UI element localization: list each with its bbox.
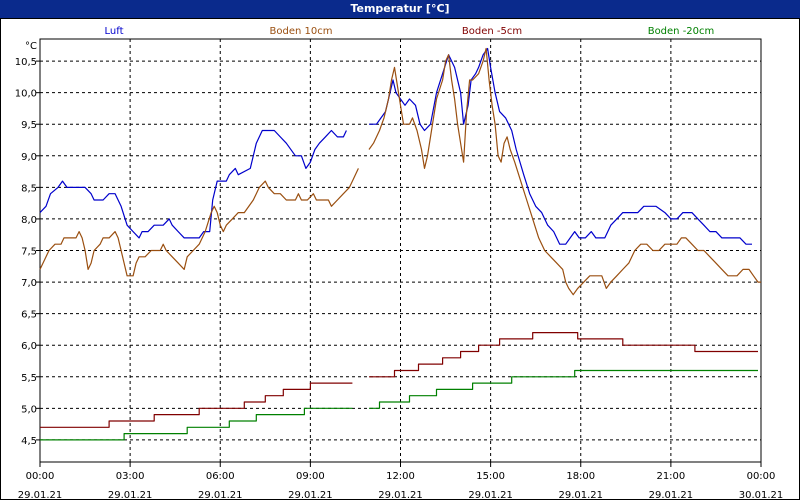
legend-entry: Boden -5cm xyxy=(462,26,522,37)
x-tick-date-label: 29.01.21 xyxy=(18,490,63,499)
series-line xyxy=(369,369,758,409)
series-line xyxy=(40,407,353,441)
y-tick-label: 8,5 xyxy=(21,183,37,194)
y-tick-label: 10,0 xyxy=(15,89,37,100)
chart-title-bar: Temperatur [°C] xyxy=(0,0,800,18)
x-tick-date-label: 29.01.21 xyxy=(108,490,153,499)
x-tick-date-label: 29.01.21 xyxy=(649,490,694,499)
x-tick-date-label: 29.01.21 xyxy=(288,490,333,499)
y-tick-label: 5,5 xyxy=(21,373,37,384)
x-tick-date-label: 29.01.21 xyxy=(558,490,603,499)
x-tick-time-label: 06:00 xyxy=(206,471,235,482)
chart-title: Temperatur [°C] xyxy=(350,2,450,15)
series-line xyxy=(39,129,347,239)
y-tick-label: 7,0 xyxy=(21,278,37,289)
series-line xyxy=(40,382,353,428)
y-tick-label: 6,5 xyxy=(21,310,37,321)
x-tick-time-label: 09:00 xyxy=(296,471,325,482)
series-line xyxy=(369,47,752,245)
series-line xyxy=(39,168,359,277)
x-tick-date-label: 29.01.21 xyxy=(378,490,423,499)
x-tick-date-label: 29.01.21 xyxy=(468,490,513,499)
x-tick-date-label: 30.01.21 xyxy=(739,490,784,499)
x-tick-time-label: 03:00 xyxy=(116,471,145,482)
y-tick-label: 5,0 xyxy=(21,404,37,415)
series-line xyxy=(369,332,758,378)
x-tick-time-label: 00:00 xyxy=(26,471,55,482)
x-tick-time-label: 12:00 xyxy=(386,471,415,482)
temperature-line-chart: 4,5 5,0 5,5 6,0 6,5 7,0 7,5 8,0 8,5 9,0 9,5 10,0 10,… xyxy=(15,26,784,499)
y-tick-label: 7,5 xyxy=(21,247,37,258)
chart-frame: 4,5 5,0 5,5 6,0 6,5 7,0 7,5 8,0 8,5 9,0 9,5 10,0 10,… xyxy=(0,18,800,500)
y-tick-label: 8,0 xyxy=(21,215,37,226)
x-tick-time-label: 15:00 xyxy=(476,471,505,482)
x-tick-time-label: 18:00 xyxy=(566,471,595,482)
legend-entry: Luft xyxy=(105,26,124,37)
x-tick-time-label: 21:00 xyxy=(656,471,685,482)
y-tick-label: 9,5 xyxy=(21,120,37,131)
x-tick-time-label: 00:00 xyxy=(747,471,776,482)
y-axis-unit-label: °C xyxy=(25,41,37,52)
x-tick-date-label: 29.01.21 xyxy=(198,490,243,499)
y-tick-label: 9,0 xyxy=(21,152,37,163)
legend-entry: Boden 10cm xyxy=(270,26,333,37)
legend-entry: Boden -20cm xyxy=(648,26,715,37)
y-tick-label: 6,0 xyxy=(21,341,37,352)
y-tick-label: 10,5 xyxy=(15,57,37,68)
y-tick-label: 4,5 xyxy=(21,436,37,447)
series-line xyxy=(368,47,761,296)
